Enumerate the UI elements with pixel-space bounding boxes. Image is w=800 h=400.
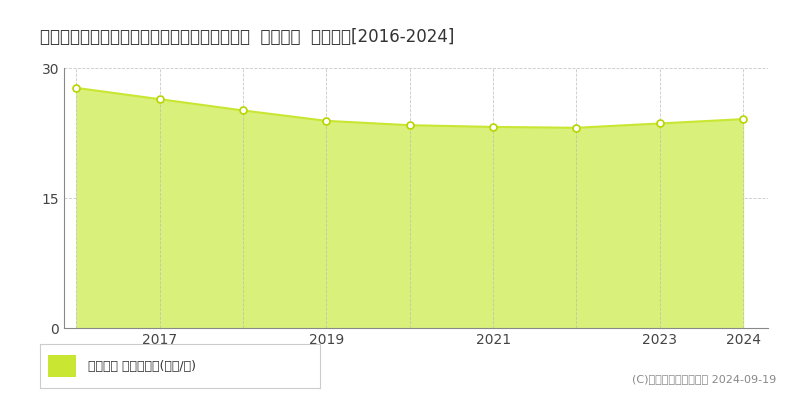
Point (737, 116, 750, 122)
Point (237, 107, 250, 114)
Text: 基準地価 平均坪単価(万円/坪): 基準地価 平均坪単価(万円/坪) (88, 360, 195, 372)
Point (70, 85, 83, 91)
Point (570, 125, 582, 131)
FancyBboxPatch shape (48, 355, 77, 377)
Text: (C)土地価格ドットコム 2024-09-19: (C)土地価格ドットコム 2024-09-19 (632, 374, 776, 384)
Point (403, 122, 416, 128)
Point (154, 96, 166, 102)
Point (486, 124, 499, 130)
Point (320, 118, 333, 124)
Point (654, 120, 666, 127)
Text: 兵庫県たつの市龍野町富永字小川原１５０番２  基準地価  地価推移[2016-2024]: 兵庫県たつの市龍野町富永字小川原１５０番２ 基準地価 地価推移[2016-202… (40, 28, 454, 46)
